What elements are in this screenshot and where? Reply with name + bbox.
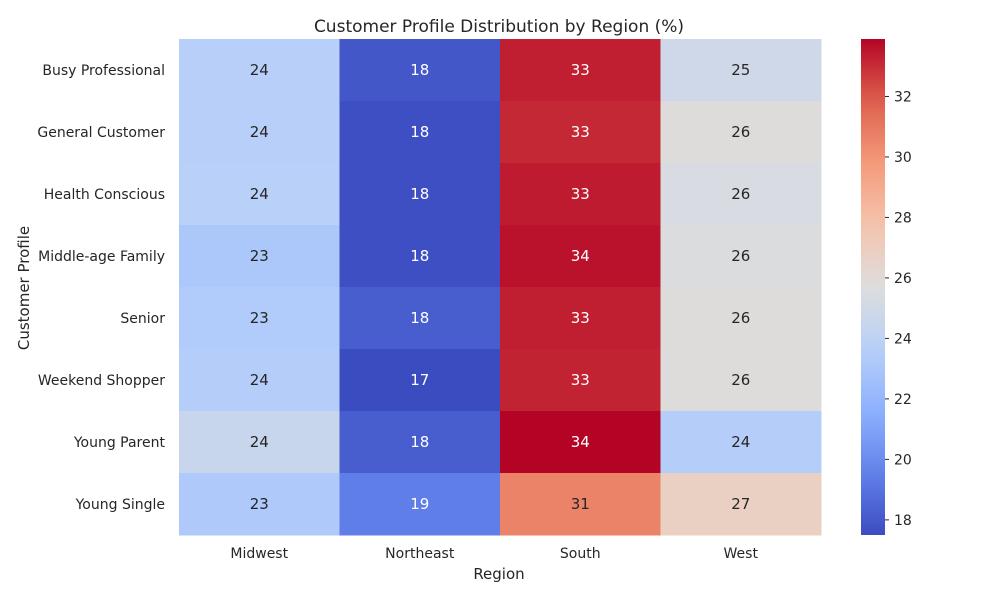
cell-value-label: 24 bbox=[250, 123, 269, 141]
x-tick-label: South bbox=[560, 546, 601, 562]
colorbar-tick-label: 22 bbox=[894, 392, 912, 408]
colorbar-tick-label: 24 bbox=[894, 331, 912, 347]
x-axis-label: Region bbox=[473, 565, 524, 583]
cell-value-label: 26 bbox=[731, 309, 750, 327]
heatmap-cell bbox=[179, 101, 340, 164]
cell-value-label: 23 bbox=[250, 309, 269, 327]
y-tick-label: Busy Professional bbox=[42, 63, 165, 79]
heatmap-cell bbox=[500, 101, 661, 164]
cell-value-label: 34 bbox=[571, 247, 590, 265]
heatmap-cell bbox=[179, 163, 340, 226]
y-tick-label: Young Single bbox=[75, 497, 165, 513]
heatmap-cell bbox=[660, 39, 822, 102]
heatmap-cell bbox=[660, 287, 822, 350]
cell-value-label: 24 bbox=[250, 185, 269, 203]
heatmap-cell bbox=[339, 411, 501, 474]
heatmap-cell bbox=[339, 349, 501, 412]
cell-value-label: 23 bbox=[250, 495, 269, 513]
cell-value-label: 26 bbox=[731, 247, 750, 265]
heatmap-cell bbox=[179, 411, 340, 474]
cell-value-label: 19 bbox=[410, 495, 429, 513]
heatmap-cell bbox=[660, 225, 822, 288]
y-axis-label: Customer Profile bbox=[15, 226, 33, 350]
colorbar: 18 20 22 24 26 28 30 32 bbox=[861, 39, 912, 535]
y-tick-label: Young Parent bbox=[73, 435, 166, 451]
colorbar-tick-label: 18 bbox=[894, 513, 912, 529]
heatmap-cells: 24 18 33 25 24 18 33 26 24 18 33 26 23 18 34 26 23 18 33 26… bbox=[179, 39, 822, 536]
x-axis-ticks: Midwest Northeast South West bbox=[230, 546, 758, 562]
cell-value-label: 24 bbox=[731, 433, 750, 451]
chart-title: Customer Profile Distribution by Region … bbox=[314, 17, 684, 37]
heatmap-cell bbox=[500, 473, 661, 536]
cell-value-label: 24 bbox=[250, 433, 269, 451]
cell-value-label: 23 bbox=[250, 247, 269, 265]
cell-value-label: 25 bbox=[731, 61, 750, 79]
heatmap-cell bbox=[500, 39, 661, 102]
heatmap-cell bbox=[179, 473, 340, 536]
x-tick-label: West bbox=[724, 546, 759, 562]
cell-value-label: 33 bbox=[571, 61, 590, 79]
heatmap-cell bbox=[500, 163, 661, 226]
heatmap-cell bbox=[660, 349, 822, 412]
heatmap-cell bbox=[339, 287, 501, 350]
cell-value-label: 26 bbox=[731, 123, 750, 141]
cell-value-label: 33 bbox=[571, 309, 590, 327]
heatmap-cell bbox=[179, 349, 340, 412]
cell-value-label: 18 bbox=[410, 123, 429, 141]
colorbar-tick-label: 30 bbox=[894, 150, 912, 166]
heatmap-cell bbox=[339, 473, 501, 536]
cell-value-label: 18 bbox=[410, 433, 429, 451]
heatmap-cell bbox=[660, 101, 822, 164]
y-tick-label: Weekend Shopper bbox=[38, 373, 165, 389]
cell-value-label: 26 bbox=[731, 185, 750, 203]
y-tick-label: Senior bbox=[120, 311, 165, 327]
colorbar-tick-label: 32 bbox=[894, 89, 912, 105]
cell-value-label: 18 bbox=[410, 185, 429, 203]
heatmap-cell bbox=[660, 473, 822, 536]
heatmap-cell bbox=[339, 39, 501, 102]
colorbar-gradient bbox=[861, 39, 885, 535]
cell-value-label: 18 bbox=[410, 247, 429, 265]
x-tick-label: Midwest bbox=[230, 546, 288, 562]
y-axis-ticks: Busy Professional General Customer Health … bbox=[37, 63, 165, 513]
cell-value-label: 18 bbox=[410, 61, 429, 79]
heatmap-cell bbox=[179, 39, 340, 102]
colorbar-tick-label: 28 bbox=[894, 210, 912, 226]
cell-value-label: 34 bbox=[571, 433, 590, 451]
cell-value-label: 33 bbox=[571, 185, 590, 203]
cell-value-label: 24 bbox=[250, 371, 269, 389]
heatmap-cell bbox=[500, 287, 661, 350]
y-tick-label: Health Conscious bbox=[44, 187, 165, 203]
cell-value-label: 18 bbox=[410, 309, 429, 327]
cell-value-label: 24 bbox=[250, 61, 269, 79]
heatmap-cell bbox=[500, 411, 661, 474]
heatmap-cell bbox=[500, 349, 661, 412]
heatmap-cell bbox=[660, 411, 822, 474]
heatmap-cell bbox=[500, 225, 661, 288]
heatmap-cell bbox=[179, 287, 340, 350]
colorbar-tick-label: 20 bbox=[894, 452, 912, 468]
cell-value-label: 33 bbox=[571, 371, 590, 389]
heatmap-cell bbox=[339, 101, 501, 164]
cell-value-label: 26 bbox=[731, 371, 750, 389]
cell-value-label: 17 bbox=[410, 371, 429, 389]
cell-value-label: 33 bbox=[571, 123, 590, 141]
heatmap-cell bbox=[339, 225, 501, 288]
heatmap-cell bbox=[339, 163, 501, 226]
y-tick-label: Middle-age Family bbox=[38, 249, 165, 265]
y-tick-label: General Customer bbox=[37, 125, 165, 141]
cell-value-label: 27 bbox=[731, 495, 750, 513]
heatmap-cell bbox=[660, 163, 822, 226]
cell-value-label: 31 bbox=[571, 495, 590, 513]
x-tick-label: Northeast bbox=[385, 546, 455, 562]
heatmap-cell bbox=[179, 225, 340, 288]
colorbar-tick-label: 26 bbox=[894, 271, 912, 287]
